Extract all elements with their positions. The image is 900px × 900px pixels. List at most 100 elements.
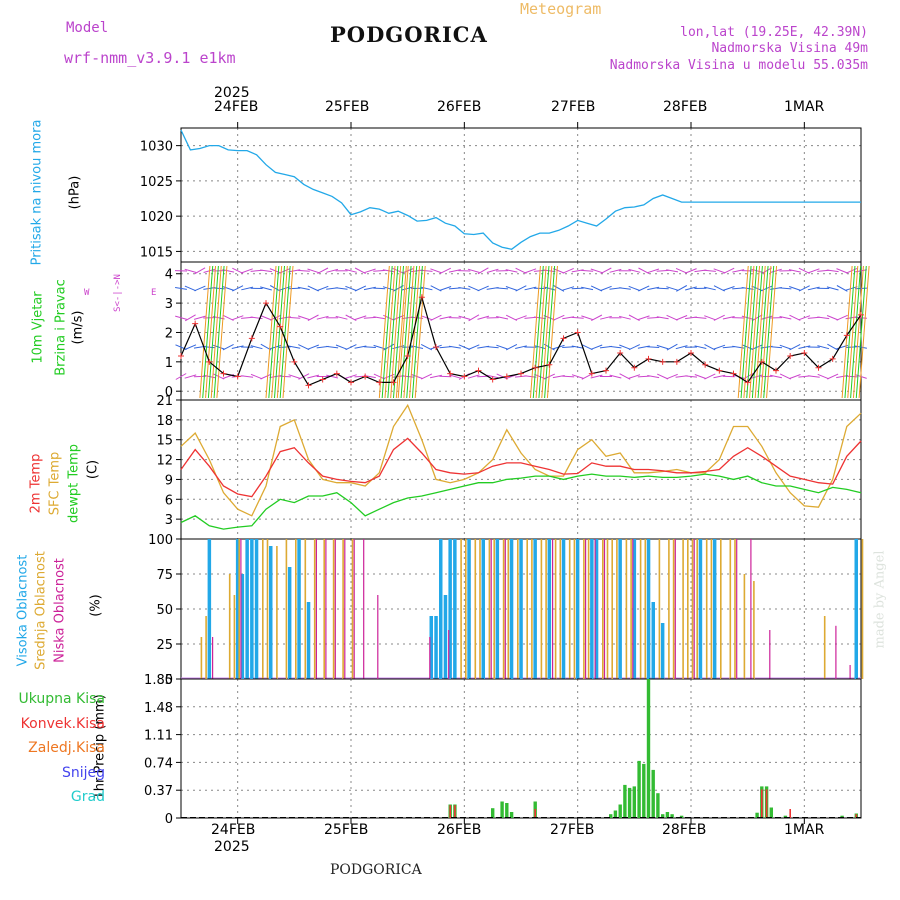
wind-barb bbox=[675, 345, 688, 350]
cloud-low-bar bbox=[240, 539, 242, 679]
wind-barb bbox=[439, 286, 452, 291]
wind-barb bbox=[467, 268, 480, 273]
wind-barb bbox=[468, 314, 480, 322]
cloud-mid-bar bbox=[691, 539, 694, 679]
cloud-high-bar bbox=[561, 539, 566, 679]
wind-barb bbox=[363, 346, 376, 348]
wind-gust-marker bbox=[220, 370, 227, 377]
panel-frame bbox=[180, 399, 862, 540]
wind-burst bbox=[381, 265, 393, 399]
wind-barb bbox=[297, 315, 310, 321]
wind-gust-marker bbox=[560, 335, 567, 342]
cloud-mid-bar bbox=[861, 539, 864, 679]
wind-barb bbox=[656, 316, 669, 320]
wind-burst bbox=[213, 265, 225, 399]
wind-barb bbox=[260, 373, 272, 380]
wind-gust-marker bbox=[773, 367, 779, 374]
cloud-mid-bar bbox=[705, 539, 708, 679]
wind-barb bbox=[590, 374, 603, 379]
precip-convective-bar bbox=[765, 789, 768, 818]
y-tick-label: 15 bbox=[156, 434, 173, 449]
wind-barb bbox=[486, 268, 499, 273]
wind-burst bbox=[274, 265, 285, 399]
wind-barb bbox=[241, 268, 253, 274]
cloud-low-bar bbox=[632, 539, 634, 679]
precip-total-bar bbox=[651, 769, 655, 818]
wind-barb bbox=[656, 373, 669, 380]
cloud-low-bar bbox=[429, 637, 431, 679]
cloud-mid-bar bbox=[823, 616, 826, 679]
wind-barb bbox=[779, 287, 792, 290]
wind-barb bbox=[694, 316, 707, 319]
wind-barb bbox=[430, 268, 442, 274]
wind-barb bbox=[184, 285, 197, 292]
cloud-low-bar bbox=[693, 539, 695, 679]
bottom-day-label: 1MAR bbox=[784, 822, 825, 838]
wind-gust-marker bbox=[673, 358, 680, 365]
wind-gust-marker bbox=[546, 361, 553, 368]
wind-barb bbox=[789, 314, 801, 321]
wind-barb bbox=[288, 316, 301, 319]
legend-hail: Grad bbox=[70, 789, 105, 805]
precip-total-bar bbox=[623, 784, 627, 818]
cloud-mid-bar bbox=[465, 539, 467, 679]
cloud-mid-bar bbox=[729, 539, 732, 679]
wind-burst bbox=[387, 265, 399, 399]
wind-barb bbox=[335, 315, 348, 320]
wind-barb bbox=[524, 286, 537, 291]
wind-gust-marker bbox=[362, 373, 369, 380]
wind-barb bbox=[439, 346, 452, 349]
wind-barb bbox=[297, 286, 310, 291]
top-day-label: 28FEB bbox=[663, 99, 708, 115]
cloud-mid-bar bbox=[583, 539, 585, 679]
cloud-mid-bar bbox=[644, 539, 647, 679]
wind-barb bbox=[420, 286, 433, 291]
bottom-day-label: 27FEB bbox=[550, 822, 595, 838]
wind-burst bbox=[279, 265, 291, 399]
wind-barb bbox=[297, 269, 310, 272]
wind-barb bbox=[392, 315, 404, 321]
wind-burst bbox=[400, 265, 412, 399]
y-tick-label: 1 bbox=[165, 356, 173, 371]
wind-barb bbox=[496, 373, 508, 380]
legend-frozen: Zaledj.Kisa bbox=[28, 740, 105, 756]
precip-total-bar bbox=[505, 803, 509, 818]
cloud-mid-bar bbox=[545, 539, 547, 679]
cloud-mid-bar bbox=[672, 539, 675, 679]
cloud-low-bar bbox=[674, 539, 676, 679]
wind-barb bbox=[184, 268, 197, 273]
precip-total-bar bbox=[609, 814, 613, 818]
cloud-mid-bar bbox=[502, 539, 505, 679]
wind-barb bbox=[288, 345, 301, 349]
wind-barb bbox=[647, 375, 660, 379]
wind-barb bbox=[307, 314, 319, 322]
cloud-high-bar bbox=[269, 546, 273, 679]
top-day-label: 24FEB bbox=[214, 99, 259, 115]
wind-barb bbox=[477, 285, 489, 292]
wind-gust-marker bbox=[518, 370, 524, 377]
wind-gust-marker bbox=[730, 370, 737, 377]
wind-barb bbox=[685, 286, 697, 291]
cloud-mid-bar bbox=[658, 539, 661, 679]
wind-gust-marker bbox=[390, 379, 397, 386]
y-tick-label: 75 bbox=[156, 568, 173, 583]
wind-barb bbox=[496, 316, 509, 320]
cloud-high-bar bbox=[467, 539, 471, 679]
wind-barb bbox=[345, 374, 357, 379]
precip-total-bar bbox=[491, 808, 495, 818]
cloud-high-bar bbox=[632, 539, 637, 679]
wind-compass-e: E bbox=[151, 288, 157, 298]
y-tick-label: 1.85 bbox=[144, 673, 173, 688]
wind-gust-marker bbox=[348, 379, 354, 386]
wind-burst bbox=[529, 265, 541, 399]
wind-barb bbox=[723, 267, 735, 274]
wind-barb bbox=[505, 314, 518, 321]
wind-barb bbox=[628, 314, 640, 322]
wind-barb bbox=[703, 286, 716, 291]
wind-gust-marker bbox=[588, 370, 595, 377]
wind-barb bbox=[684, 375, 698, 378]
wind-barb bbox=[722, 316, 735, 320]
wind-barb bbox=[250, 316, 263, 320]
wind-barb bbox=[826, 286, 839, 291]
wind-barb bbox=[468, 285, 480, 292]
